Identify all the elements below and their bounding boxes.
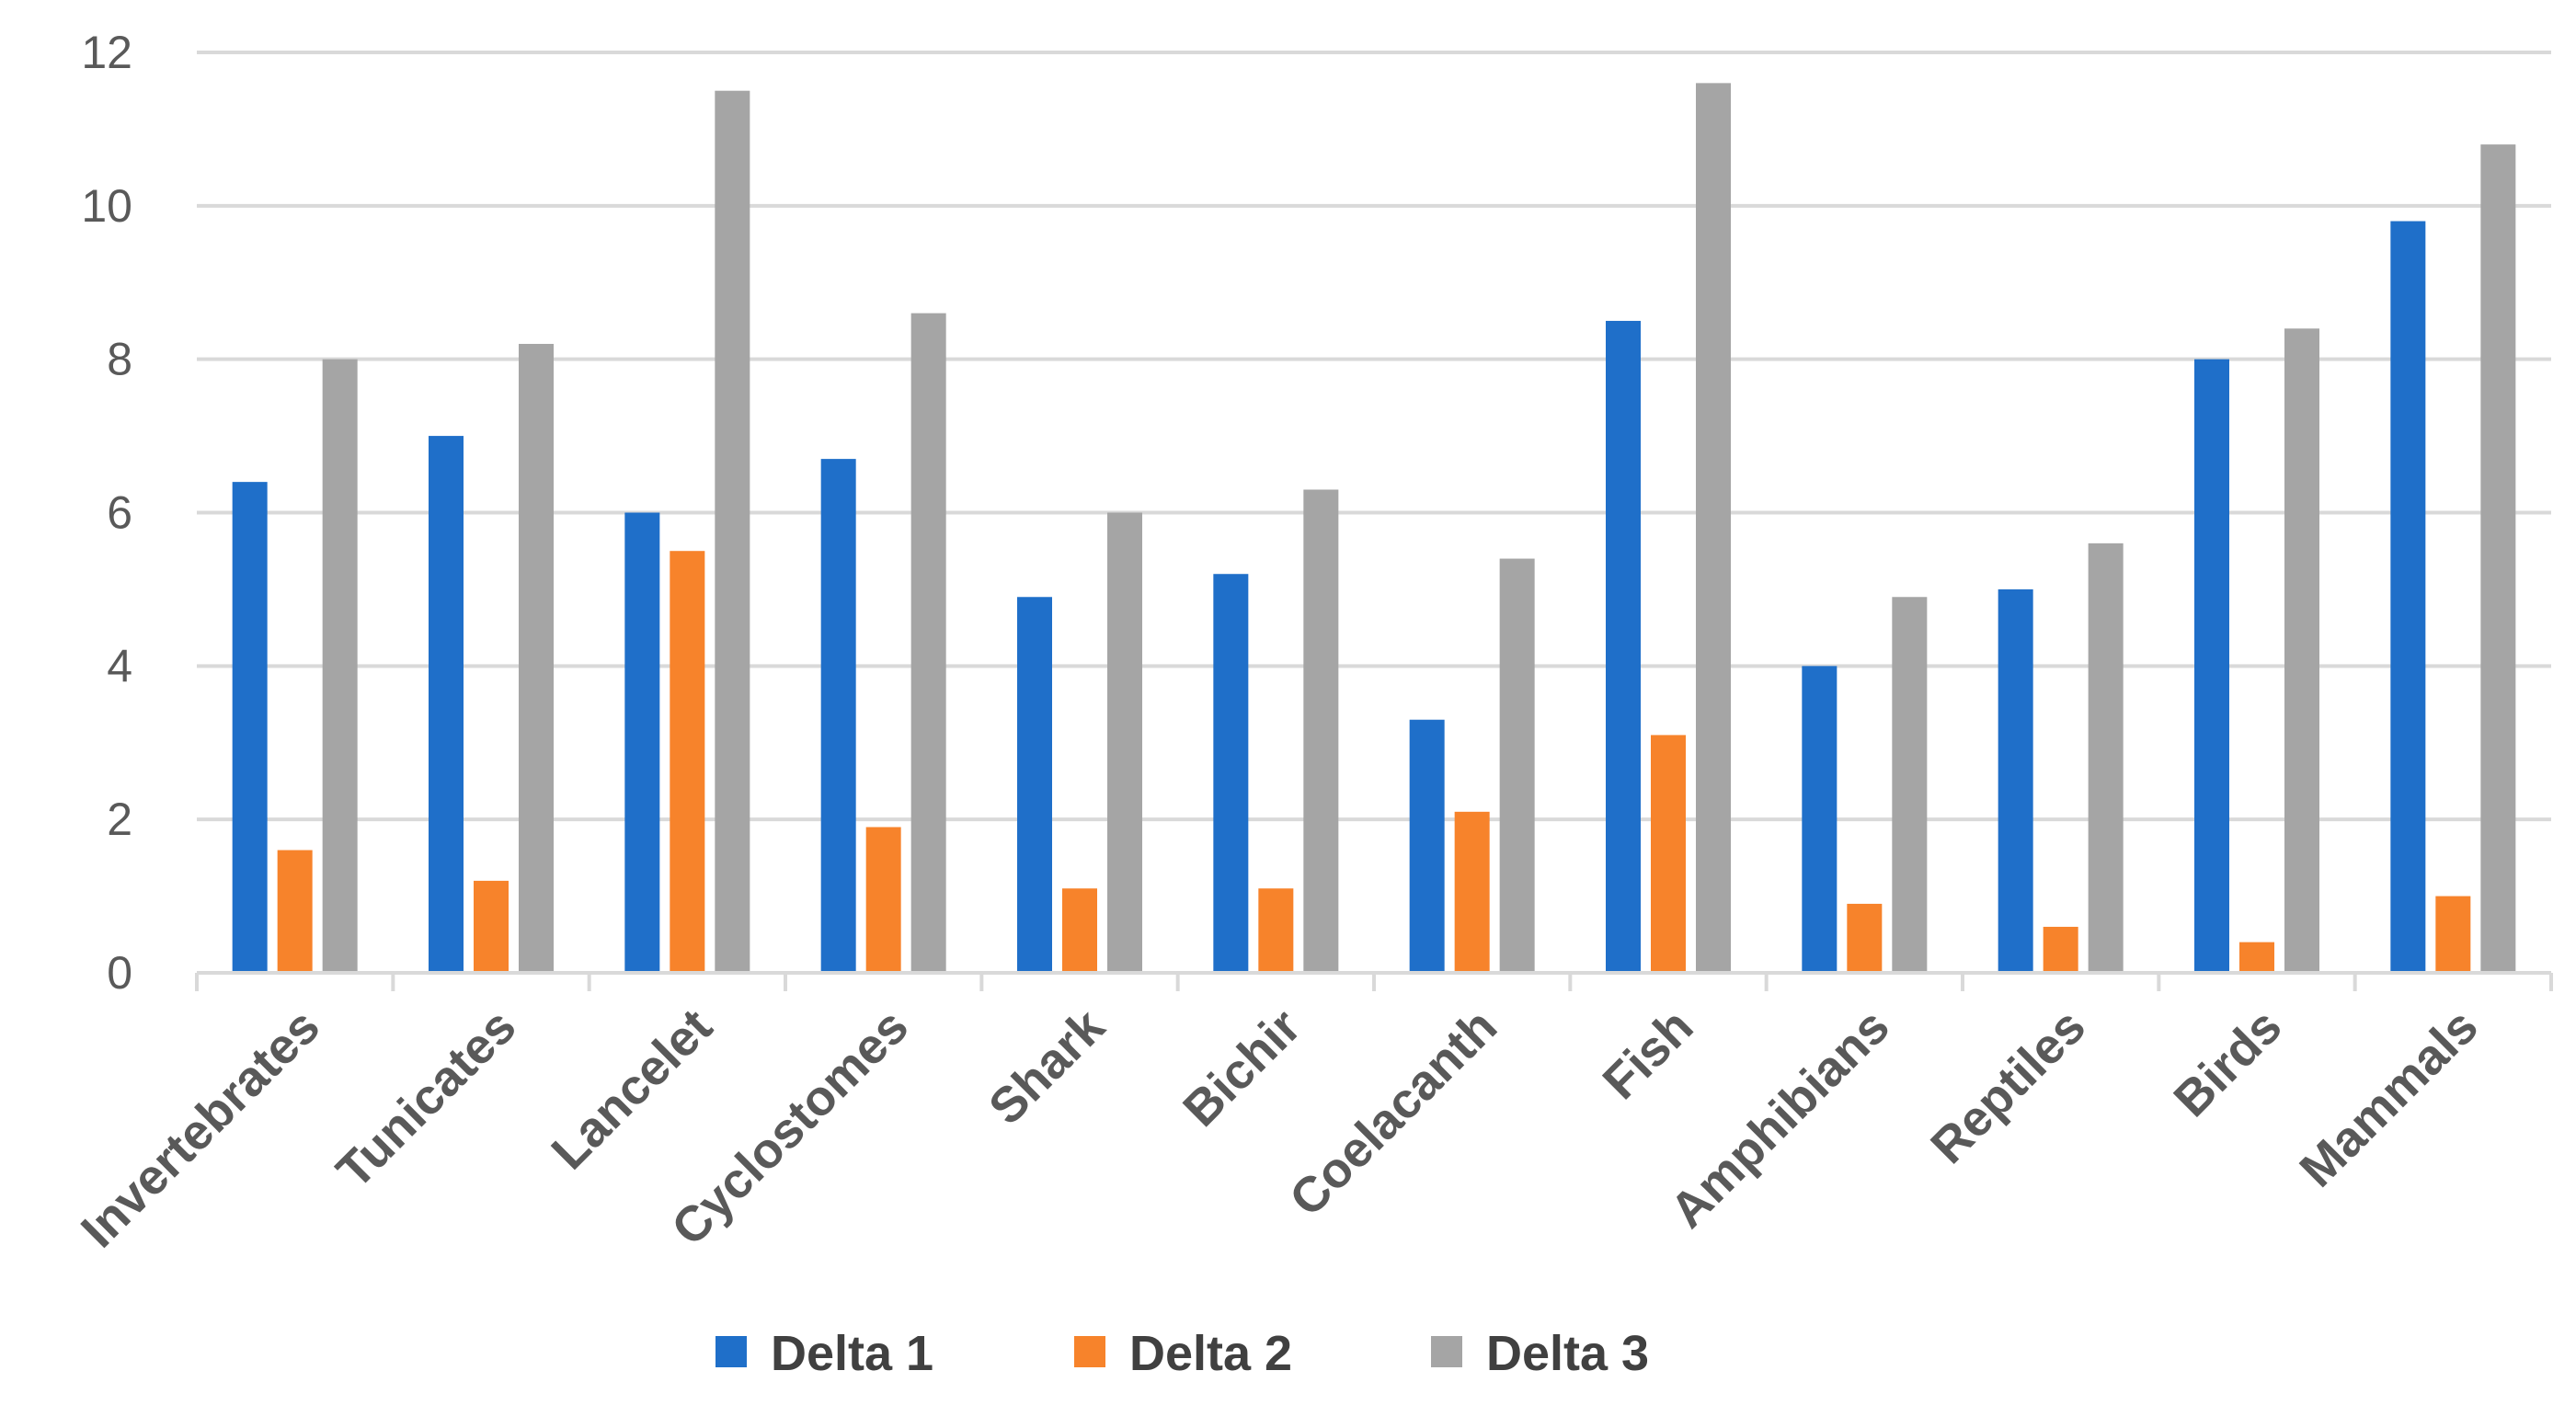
- gridlines: [197, 51, 2551, 822]
- bar-delta-2: [1062, 888, 1097, 973]
- bar-delta-1: [1606, 320, 1641, 973]
- bar-delta-2: [2435, 896, 2471, 973]
- bar-delta-3: [1303, 489, 1339, 973]
- bar-delta-1: [2194, 359, 2229, 974]
- bar-delta-1: [2390, 221, 2426, 973]
- bar-delta-2: [1847, 903, 1883, 973]
- bar-delta-2: [670, 551, 705, 973]
- y-axis-tick-labels: 0 2 4 6 8 10 12: [81, 27, 132, 999]
- bar-delta-2: [1651, 735, 1686, 973]
- bar-delta-1: [1802, 666, 1838, 973]
- x-category-label: Tunicates: [326, 999, 527, 1199]
- bar-delta-1: [1409, 719, 1445, 973]
- bar-delta-1: [820, 459, 856, 973]
- bar-delta-2: [865, 827, 901, 973]
- bar-delta-1: [1017, 597, 1052, 973]
- x-category-label: Fish: [1593, 999, 1704, 1110]
- bar-delta-1: [1213, 574, 1249, 973]
- bar-delta-3: [715, 90, 750, 974]
- x-category-label: Reptiles: [1920, 999, 2096, 1174]
- x-category-label: Mammals: [2289, 999, 2488, 1197]
- y-tick-label: 4: [107, 640, 132, 691]
- bar-delta-3: [910, 313, 946, 973]
- x-axis: [195, 971, 2553, 991]
- legend-swatch: [1074, 1336, 1105, 1367]
- bar-delta-3: [1107, 512, 1142, 973]
- bar-delta-3: [519, 343, 554, 973]
- y-tick-label: 6: [107, 487, 132, 539]
- bar-delta-1: [624, 512, 660, 973]
- legend-label: Delta 1: [771, 1326, 933, 1381]
- bar-delta-2: [1258, 888, 1294, 973]
- bar-delta-2: [1454, 811, 1490, 973]
- x-category-label: Lancelet: [541, 999, 722, 1180]
- bar-delta-3: [2284, 328, 2319, 973]
- legend: Delta 1 Delta 2 Delta 3: [716, 1326, 1649, 1381]
- bar-delta-1: [429, 436, 464, 973]
- y-tick-label: 10: [81, 180, 132, 232]
- bar-delta-3: [2480, 144, 2516, 974]
- y-tick-label: 12: [81, 27, 132, 78]
- y-tick-label: 8: [107, 334, 132, 385]
- x-category-label: Invertebrates: [71, 999, 330, 1258]
- bar-delta-3: [1892, 597, 1928, 973]
- legend-swatch: [716, 1336, 747, 1367]
- bar-delta-2: [474, 880, 509, 973]
- legend-label: Delta 2: [1129, 1326, 1292, 1381]
- legend-swatch: [1431, 1336, 1462, 1367]
- x-category-label: Birds: [2163, 999, 2292, 1127]
- bar-delta-2: [277, 850, 313, 973]
- x-category-label: Shark: [979, 998, 1116, 1135]
- y-tick-label: 0: [107, 947, 132, 999]
- bar-delta-1: [232, 482, 268, 973]
- bar-delta-3: [1696, 83, 1731, 973]
- legend-label: Delta 3: [1486, 1326, 1649, 1381]
- bar-delta-1: [1998, 588, 2033, 973]
- bar-delta-3: [322, 359, 358, 974]
- x-category-label: Coelacanth: [1279, 999, 1507, 1227]
- bar-delta-3: [2088, 543, 2124, 973]
- x-category-label: Bichir: [1173, 999, 1311, 1137]
- bar-delta-3: [1499, 558, 1535, 973]
- bar-delta-2: [2239, 942, 2274, 973]
- y-tick-label: 2: [107, 794, 132, 845]
- bars: [232, 83, 2516, 974]
- bar-delta-2: [2043, 926, 2078, 973]
